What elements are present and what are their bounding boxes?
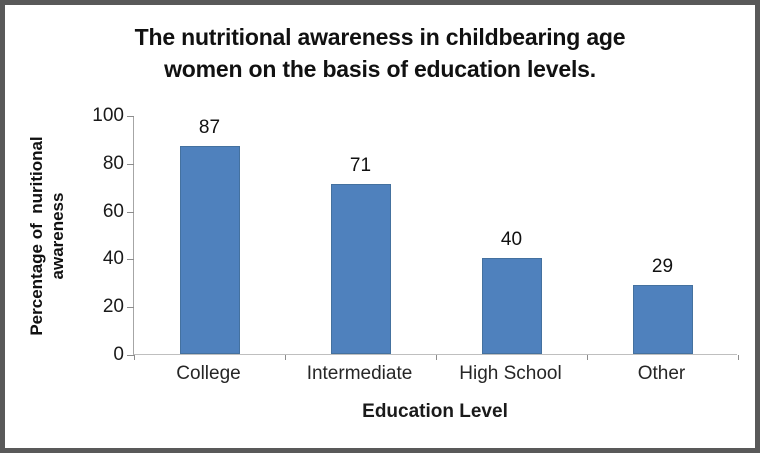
category-label: High School <box>459 363 562 384</box>
bar-other <box>632 284 693 354</box>
category-label: College <box>176 363 241 384</box>
x-tick-mark <box>285 355 286 360</box>
chart-title: The nutritional awareness in childbearin… <box>134 24 626 82</box>
y-tick-label: 40 <box>102 248 124 270</box>
y-axis-title-box: Percentage of nuritional awareness <box>21 116 73 355</box>
y-tick-label: 80 <box>102 152 124 174</box>
bar-slot: 71 <box>285 116 436 354</box>
category-label: Intermediate <box>306 363 413 384</box>
y-tick-mark <box>127 116 134 117</box>
y-axis-label: Percentage of nuritional awareness <box>26 135 67 336</box>
y-tick-mark <box>127 163 134 165</box>
plot-area: 0 20 40 60 80 100 87 71 40 29 <box>92 106 739 365</box>
y-tick-label: 20 <box>102 296 124 318</box>
y-tick-label: 100 <box>92 105 124 126</box>
bar-high-school <box>481 258 542 354</box>
bar-slot: 87 <box>134 116 285 354</box>
bar-value-label: 40 <box>500 229 523 251</box>
y-tick-label: 60 <box>102 200 124 222</box>
x-tick-mark <box>134 355 135 360</box>
y-tick-mark <box>127 307 134 309</box>
bar-slot: 29 <box>587 116 738 354</box>
bar-slot: 40 <box>436 116 587 354</box>
y-tick-label: 0 <box>113 344 124 365</box>
x-axis-label: Education Level <box>362 401 508 422</box>
y-tick-mark <box>127 211 134 213</box>
x-tick-mark <box>436 355 437 360</box>
y-tick-mark <box>127 259 134 261</box>
bar-intermediate <box>330 184 391 354</box>
bar-value-label: 71 <box>349 155 372 177</box>
bar-college <box>179 146 240 354</box>
category-axis: College Intermediate High School Other <box>133 363 737 387</box>
y-tick-mark <box>127 355 134 356</box>
category-label: Other <box>637 363 686 384</box>
bar-value-label: 29 <box>651 255 674 277</box>
x-tick-mark <box>587 355 588 360</box>
x-tick-mark <box>738 355 739 360</box>
bar-value-label: 87 <box>198 117 221 139</box>
